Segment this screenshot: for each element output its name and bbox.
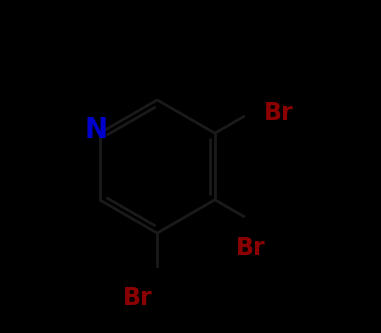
Text: N: N	[85, 116, 108, 144]
Text: Br: Br	[122, 286, 152, 310]
Text: Br: Br	[264, 101, 293, 125]
Text: Br: Br	[235, 236, 265, 260]
